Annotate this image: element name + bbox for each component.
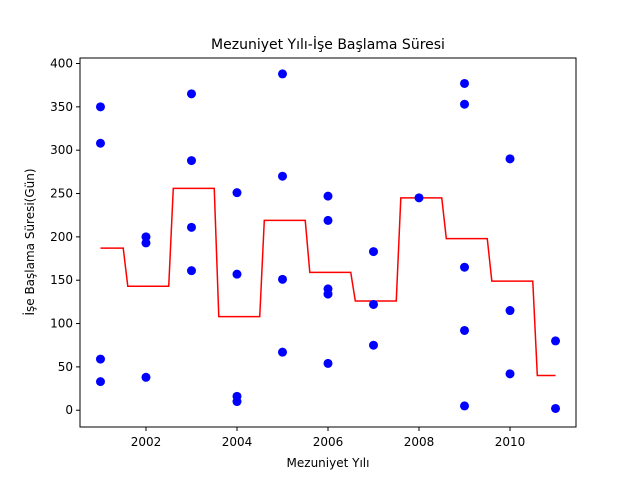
scatter-point: [186, 89, 196, 99]
y-tick-label: 200: [50, 230, 73, 244]
x-axis: 2002 2004 2006 2008 2010: [131, 427, 526, 449]
y-axis: 0 50 100 150 200 250 300 350 400: [50, 57, 80, 417]
y-tick-label: 250: [50, 187, 73, 201]
scatter-point: [277, 347, 287, 357]
x-tick-label: 2010: [495, 435, 526, 449]
x-axis-label: Mezuniyet Yılı: [287, 456, 370, 470]
scatter-point: [414, 193, 424, 203]
scatter-point: [186, 266, 196, 276]
scatter-point: [505, 369, 515, 379]
scatter-point: [186, 222, 196, 232]
scatter-point: [551, 336, 561, 346]
scatter-point: [323, 289, 333, 299]
scatter-point: [277, 69, 287, 79]
scatter-point: [141, 372, 151, 382]
scatter-point: [460, 78, 470, 88]
scatter-point: [369, 340, 379, 350]
chart-title: Mezuniyet Yılı-İşe Başlama Süresi: [211, 35, 445, 53]
scatter-point: [232, 269, 242, 279]
y-tick-label: 400: [50, 57, 73, 71]
x-tick-label: 2004: [222, 435, 253, 449]
y-tick-label: 100: [50, 317, 73, 331]
scatter-point: [460, 401, 470, 411]
plot-frame: [79, 57, 577, 428]
scatter-point: [505, 154, 515, 164]
x-tick-label: 2006: [313, 435, 344, 449]
scatter-point: [323, 358, 333, 368]
scatter-point: [277, 171, 287, 181]
scatter-point: [551, 403, 561, 413]
scatter-point: [277, 274, 287, 284]
scatter-point: [232, 188, 242, 198]
scatter-point: [460, 325, 470, 335]
y-tick-label: 350: [50, 100, 73, 114]
x-tick-label: 2008: [404, 435, 435, 449]
scatter-point: [369, 299, 379, 309]
scatter-point: [460, 262, 470, 272]
scatter-point: [505, 306, 515, 316]
y-axis-label: İşe Başlama Süresi(Gün): [22, 168, 37, 315]
plot-area: [95, 69, 561, 413]
scatter-point: [369, 247, 379, 257]
scatter-point: [95, 377, 105, 387]
y-tick-label: 0: [65, 403, 73, 417]
scatter-point: [186, 156, 196, 166]
scatter-point: [95, 102, 105, 112]
x-tick-label: 2002: [131, 435, 162, 449]
scatter-point: [460, 99, 470, 109]
scatter-point: [141, 238, 151, 248]
y-tick-label: 50: [58, 360, 73, 374]
scatter-point: [95, 354, 105, 364]
y-tick-label: 300: [50, 143, 73, 157]
scatter-point: [323, 191, 333, 201]
scatter-point: [95, 138, 105, 148]
y-tick-label: 150: [50, 273, 73, 287]
average-line: [100, 187, 556, 377]
scatter-point: [232, 397, 242, 407]
scatter-point: [323, 215, 333, 225]
